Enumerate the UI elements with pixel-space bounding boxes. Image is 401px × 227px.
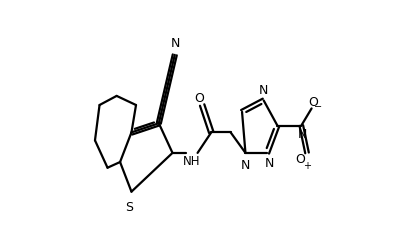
Text: O: O xyxy=(307,96,317,109)
Text: N: N xyxy=(258,83,268,96)
Text: N: N xyxy=(297,127,306,141)
Text: N: N xyxy=(171,37,180,50)
Text: O: O xyxy=(193,91,203,104)
Text: N: N xyxy=(240,158,249,171)
Text: +: + xyxy=(302,161,310,171)
Text: NH: NH xyxy=(183,155,200,168)
Text: N: N xyxy=(264,156,273,169)
Text: O: O xyxy=(294,152,304,165)
Text: −: − xyxy=(314,102,322,112)
Text: S: S xyxy=(125,200,133,213)
